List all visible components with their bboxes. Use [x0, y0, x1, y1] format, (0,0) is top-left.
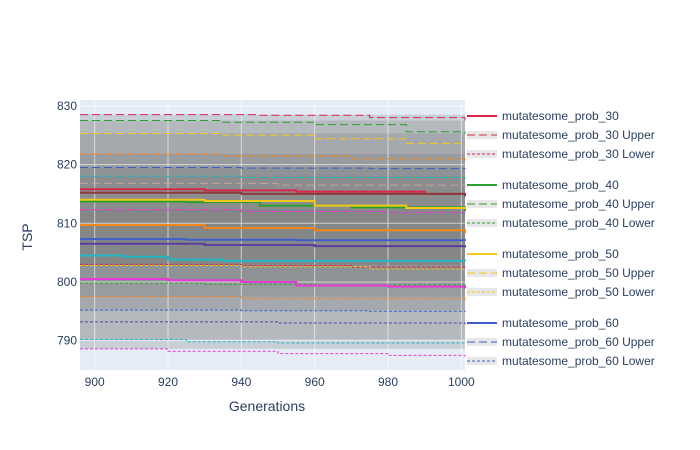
- legend-label: mutatesome_prob_30 Lower: [502, 147, 655, 161]
- series-line-mutatesome-prob-30-lower: [80, 263, 466, 269]
- legend-item-mutatesome-prob-50-lower[interactable]: mutatesome_prob_50 Lower: [467, 285, 655, 299]
- legend-label: mutatesome_prob_60: [502, 316, 619, 330]
- series-line-mutatesome-prob-60-upper: [80, 167, 466, 170]
- series-line-mutatesome-prob-60-lower: [80, 309, 466, 312]
- series-line-extra-series-24: [80, 182, 466, 187]
- series-line-extra-series-22: [80, 242, 466, 248]
- plot-area: [80, 100, 465, 370]
- series-line-mutatesome-prob-40-upper: [80, 120, 466, 135]
- y-tick-label: 830: [57, 99, 77, 113]
- grid-lines: [80, 100, 465, 370]
- x-axis-ticks: 900 920 940 960 980 1000: [85, 375, 475, 389]
- y-tick-label: 810: [57, 216, 77, 230]
- series-line-extra-series-21: [80, 191, 466, 197]
- legend-label: mutatesome_prob_50 Lower: [502, 285, 655, 299]
- series-line-extra-series-17: [80, 338, 466, 344]
- legend[interactable]: mutatesome_prob_30 mutatesome_prob_30 Upp…: [467, 109, 655, 368]
- x-tick-label: 1000: [448, 375, 475, 389]
- series-line-mutatesome-prob-50-lower: [80, 265, 466, 271]
- legend-item-mutatesome-prob-30-lower[interactable]: mutatesome_prob_30 Lower: [467, 147, 655, 161]
- series-line-extra-series-14: [80, 296, 466, 301]
- series-line-mutatesome-prob-50-upper: [80, 132, 466, 146]
- y-tick-label: 790: [57, 334, 77, 348]
- legend-item-mutatesome-prob-40-lower[interactable]: mutatesome_prob_40 Lower: [467, 216, 655, 230]
- series-line-extra-series-12: [80, 224, 466, 234]
- legend-label: mutatesome_prob_40 Upper: [502, 197, 655, 211]
- x-tick-label: 900: [85, 375, 105, 389]
- x-axis-title: Generations: [229, 398, 305, 414]
- series-line-extra-series-16: [80, 175, 466, 179]
- legend-item-mutatesome-prob-40-upper[interactable]: mutatesome_prob_40 Upper: [467, 197, 655, 211]
- legend-item-mutatesome-prob-50-upper[interactable]: mutatesome_prob_50 Upper: [467, 266, 655, 280]
- series-line-extra-series-23: [80, 321, 466, 325]
- legend-label: mutatesome_prob_50: [502, 247, 619, 261]
- confidence-bands: [80, 114, 465, 349]
- legend-label: mutatesome_prob_40: [502, 178, 619, 192]
- legend-label: mutatesome_prob_30 Upper: [502, 128, 655, 142]
- series-line-extra-series-19: [80, 209, 466, 214]
- series-line-extra-series-18: [80, 278, 466, 289]
- x-tick-label: 940: [231, 375, 251, 389]
- legend-item-mutatesome-prob-30-upper[interactable]: mutatesome_prob_30 Upper: [467, 128, 655, 142]
- x-tick-label: 980: [378, 375, 398, 389]
- series-line-mutatesome-prob-50: [80, 198, 466, 210]
- series-line-extra-series-13: [80, 153, 466, 161]
- series-line-mutatesome-prob-30-upper: [80, 114, 466, 121]
- series-line-mutatesome-prob-60: [80, 238, 466, 242]
- legend-item-mutatesome-prob-60[interactable]: mutatesome_prob_60: [467, 316, 619, 330]
- y-axis-title: TSP: [19, 223, 35, 250]
- legend-item-mutatesome-prob-30[interactable]: mutatesome_prob_30: [467, 109, 619, 123]
- legend-item-mutatesome-prob-60-upper[interactable]: mutatesome_prob_60 Upper: [467, 335, 655, 349]
- y-axis-ticks: 790 800 810 820 830: [57, 99, 77, 348]
- series-line-extra-series-15: [80, 254, 466, 262]
- legend-label: mutatesome_prob_50 Upper: [502, 266, 655, 280]
- legend-item-mutatesome-prob-60-lower[interactable]: mutatesome_prob_60 Lower: [467, 354, 655, 368]
- series-lines: [80, 114, 466, 357]
- x-tick-label: 920: [158, 375, 178, 389]
- legend-item-mutatesome-prob-40[interactable]: mutatesome_prob_40: [467, 178, 619, 192]
- y-tick-label: 800: [57, 275, 77, 289]
- legend-label: mutatesome_prob_60 Lower: [502, 354, 655, 368]
- y-tick-label: 820: [57, 158, 77, 172]
- legend-label: mutatesome_prob_60 Upper: [502, 335, 655, 349]
- legend-item-mutatesome-prob-50[interactable]: mutatesome_prob_50: [467, 247, 619, 261]
- series-line-extra-series-20: [80, 348, 466, 357]
- series-line-mutatesome-prob-40-lower: [80, 282, 466, 288]
- legend-label: mutatesome_prob_30: [502, 109, 619, 123]
- confidence-band-6: [80, 176, 465, 340]
- x-tick-label: 960: [305, 375, 325, 389]
- legend-label: mutatesome_prob_40 Lower: [502, 216, 655, 230]
